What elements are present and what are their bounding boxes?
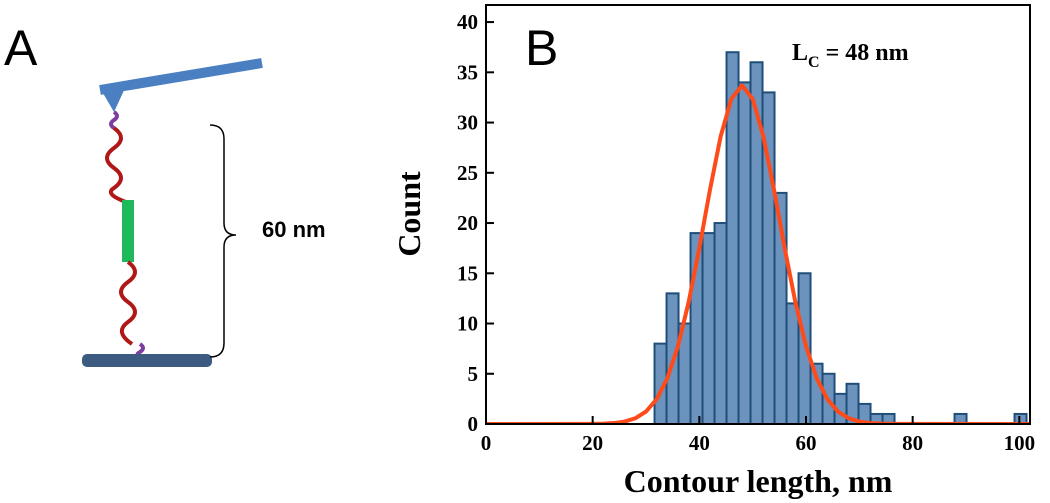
- y-tick-label: 20: [457, 211, 478, 235]
- cantilever: [99, 58, 263, 95]
- panel-a: A 60 nm: [4, 20, 326, 367]
- y-tick-label: 0: [468, 412, 479, 436]
- bar: [737, 81, 752, 424]
- x-tick-label: 100: [1004, 431, 1036, 455]
- plot-frame: [485, 4, 1031, 425]
- distance-label: 60 nm: [262, 217, 326, 242]
- y-tick-label: 40: [457, 10, 478, 34]
- x-tick-label: 80: [902, 431, 923, 455]
- fit-curve: [486, 83, 1030, 424]
- x-tick-label: 0: [481, 431, 492, 455]
- polymer: [105, 126, 127, 204]
- panel-label: B: [525, 20, 558, 76]
- y-tick-label: 35: [457, 60, 478, 84]
- bar: [713, 222, 728, 424]
- bar: [701, 232, 716, 424]
- y-axis-label: Count: [391, 171, 427, 257]
- bar: [797, 272, 812, 424]
- fit-text: = 48 nm: [826, 40, 909, 66]
- brace: [209, 124, 237, 358]
- y-tick-label: 30: [457, 111, 478, 135]
- polymer: [119, 260, 137, 346]
- fit-symbol: L: [792, 40, 808, 66]
- y-tick-label: 25: [457, 161, 478, 185]
- x-tick-label: 60: [796, 431, 817, 455]
- linker: [109, 110, 119, 130]
- fit-label: LC = 48 nm: [792, 40, 909, 71]
- panel-label: A: [4, 20, 38, 76]
- y-tick-label: 10: [457, 312, 478, 336]
- y-tick-label: 15: [457, 261, 478, 285]
- y-tick-label: 5: [468, 362, 479, 386]
- tip: [100, 86, 126, 112]
- bar: [785, 302, 800, 424]
- x-tick-label: 40: [689, 431, 710, 455]
- substrate: [82, 354, 212, 367]
- dna-duplex: [122, 200, 134, 262]
- x-tick-label: 20: [582, 431, 603, 455]
- fit-subscript: C: [808, 54, 820, 71]
- x-axis-label: Contour length, nm: [624, 463, 893, 499]
